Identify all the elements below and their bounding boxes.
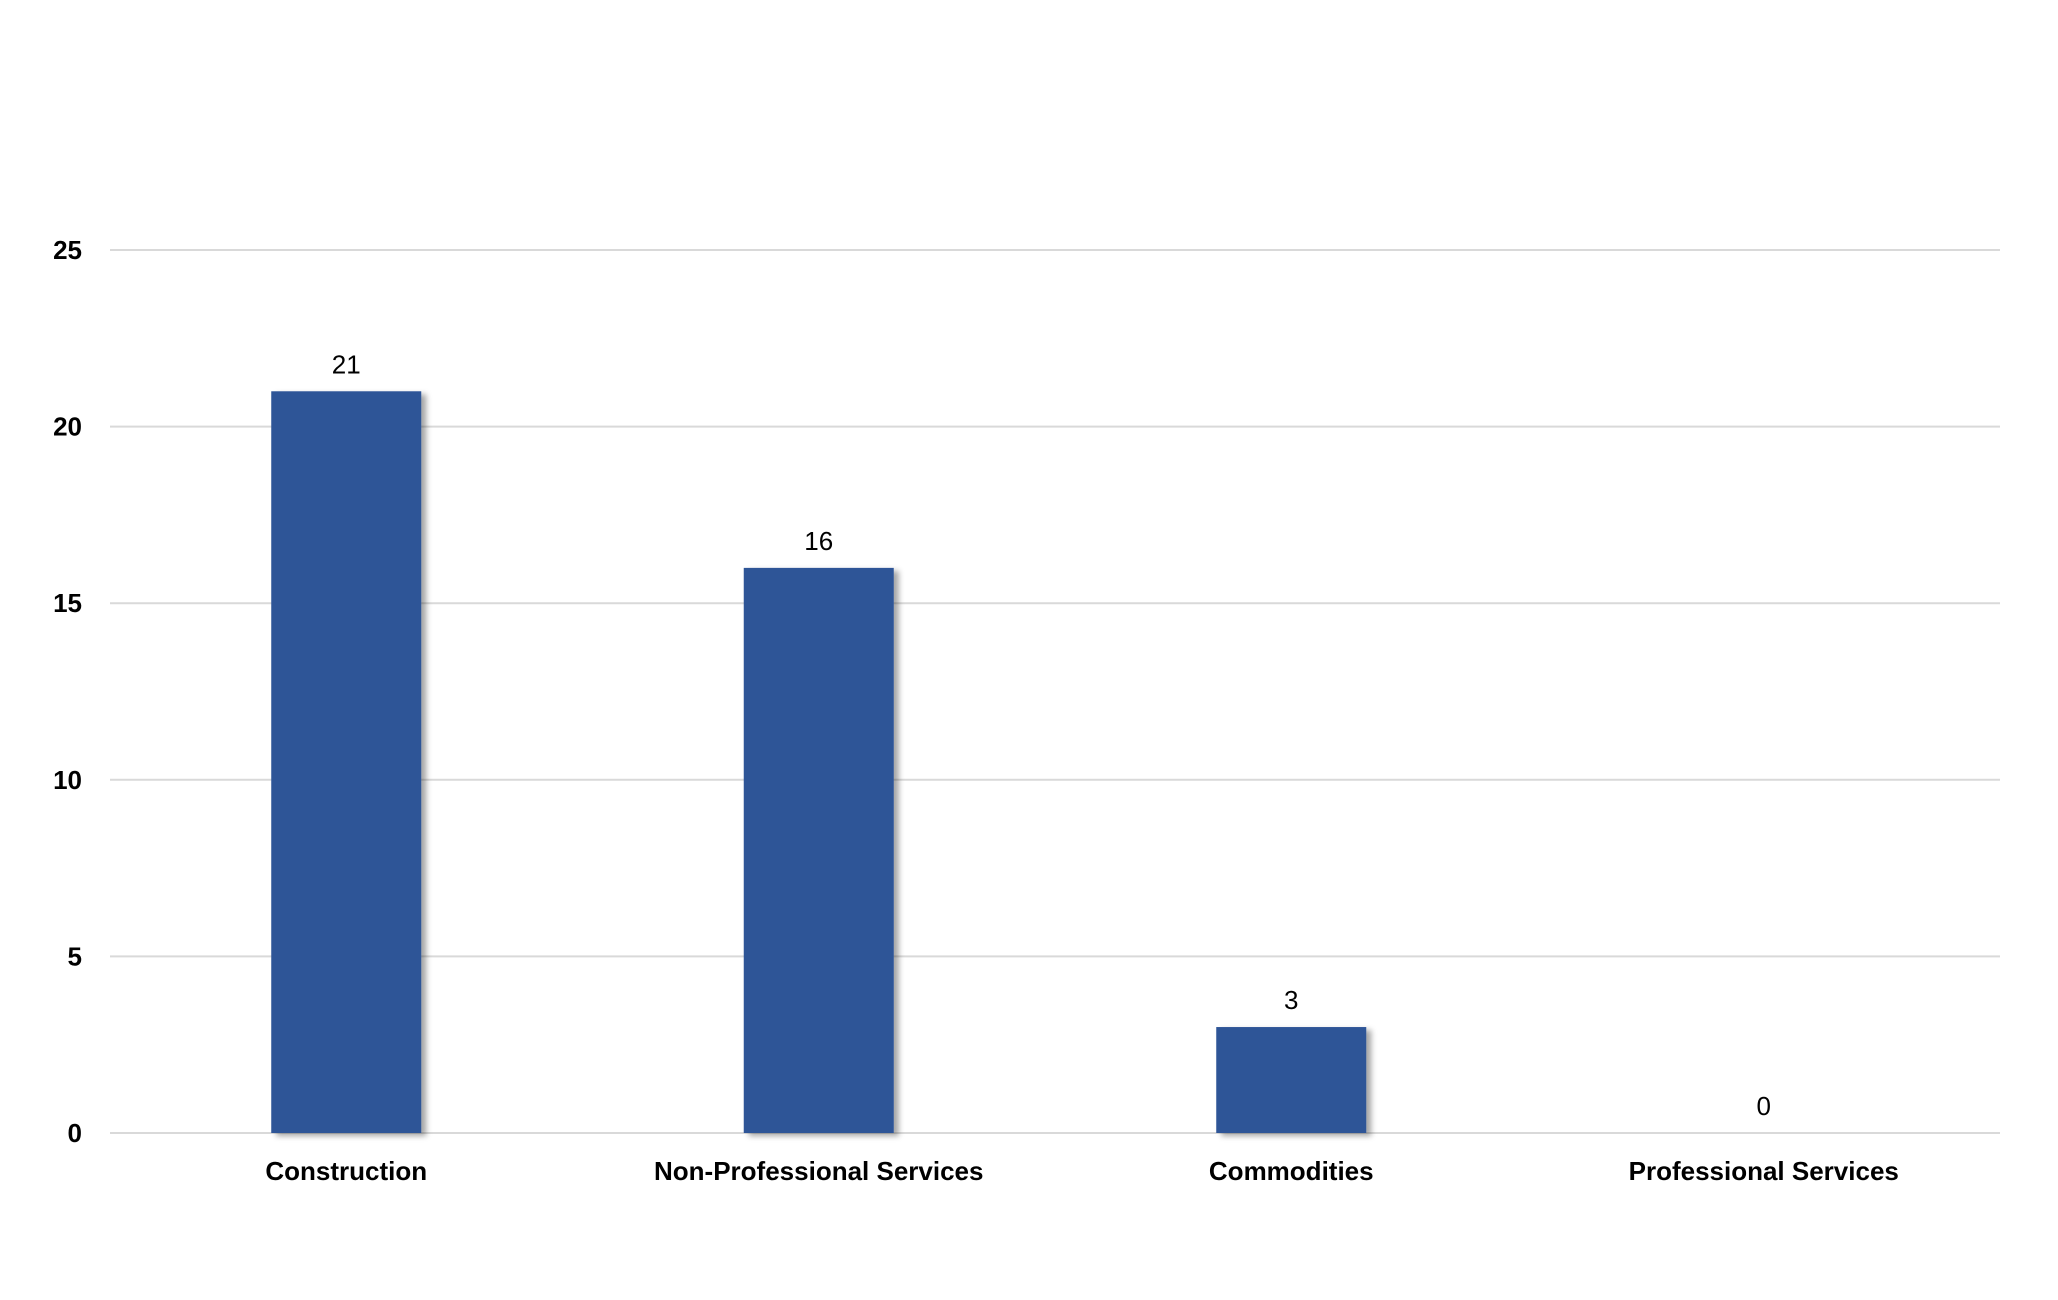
bar [743, 567, 894, 1133]
data-label: 0 [1757, 1091, 1771, 1121]
data-label: 16 [804, 526, 833, 556]
gridlines [110, 249, 2000, 1134]
y-tick-label: 25 [53, 235, 82, 265]
y-axis-tick-labels: 0 5 10 15 20 25 [53, 235, 82, 1148]
y-tick-label: 20 [53, 412, 82, 442]
bar [1216, 1027, 1367, 1133]
x-axis-tick-labels: Construction Non-Professional Services Com… [265, 1156, 1899, 1186]
data-label: 3 [1284, 985, 1298, 1015]
data-label: 21 [332, 349, 361, 379]
x-tick-label: Professional Services [1629, 1156, 1899, 1186]
bars [271, 391, 1367, 1133]
y-tick-label: 5 [68, 941, 82, 971]
bar [271, 391, 422, 1133]
x-tick-label: Commodities [1209, 1156, 1374, 1186]
x-tick-label: Construction [265, 1156, 427, 1186]
y-tick-label: 10 [53, 765, 82, 795]
y-tick-label: 15 [53, 588, 82, 618]
x-tick-label: Non-Professional Services [654, 1156, 983, 1186]
data-labels: 21 16 3 0 [332, 349, 1771, 1121]
y-tick-label: 0 [68, 1118, 82, 1148]
